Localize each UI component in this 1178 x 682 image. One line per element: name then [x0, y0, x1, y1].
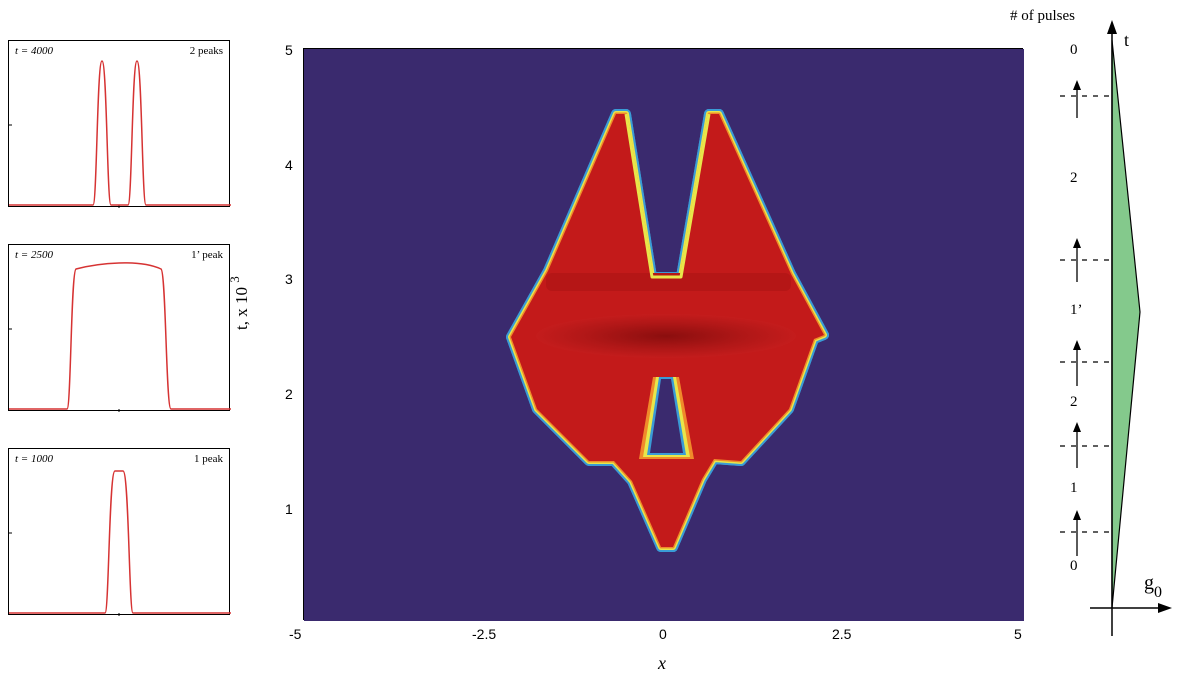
pulse-count-label: 2 [1070, 170, 1078, 186]
x-axis-label: x [658, 653, 666, 673]
main-heatmap [303, 48, 1024, 621]
x-tick-label: -5 [289, 626, 302, 642]
panel-peaks-label: 1 peak [193, 453, 223, 465]
g0-profile-fill [1111, 39, 1141, 609]
heatmap-region [506, 109, 829, 552]
y-tick-label: 5 [285, 42, 293, 58]
heatmap-band-top [546, 273, 791, 291]
pulse-count-label: 0 [1070, 42, 1078, 58]
t-axis-arrow [1107, 20, 1117, 34]
pulse-count-label: 0 [1070, 558, 1078, 574]
x-tick-label: 5 [1014, 626, 1022, 642]
panel-peaks-label: 2 peaks [189, 45, 223, 57]
heatmap-upper-notch [624, 113, 711, 279]
heatmap-canvas [304, 49, 1024, 621]
pulse-count-label: 2 [1070, 394, 1078, 410]
pulse-count-label: 1’ [1070, 302, 1083, 318]
y-tick-label: 3 [285, 271, 293, 287]
pulses-header: # of pulses [1010, 8, 1075, 24]
profile-plot-two-peaks [9, 60, 231, 208]
profile-panel-t1000: t = 1000 1 peak [8, 448, 231, 616]
pulse-boundary-arrowheads [1073, 80, 1081, 520]
pulse-boundary-markers [1060, 88, 1112, 556]
profile-panel-t2500: t = 2500 1’ peak [8, 244, 231, 412]
x-tick-label: -2.5 [472, 626, 497, 642]
profile-plot-one-peak [9, 470, 231, 616]
heatmap-core [536, 314, 796, 358]
profile-plot-one-prime-peak [9, 262, 231, 412]
y-axis-label-text: t, x 10 [232, 287, 251, 330]
g0-axis-arrow [1158, 603, 1172, 613]
x-tick-label: 2.5 [832, 626, 852, 642]
x-tick-label: 0 [659, 626, 667, 642]
panel-peaks-label: 1’ peak [191, 249, 223, 261]
y-tick-label: 1 [285, 501, 293, 517]
pulse-count-label: 1 [1070, 480, 1078, 496]
y-tick-label: 4 [285, 157, 293, 173]
g0-profile-plot [1060, 20, 1172, 636]
g0-axis-label: g0 [1144, 572, 1162, 601]
t-axis-label: t [1124, 30, 1130, 50]
panel-time-label: t = 1000 [15, 453, 53, 465]
panel-time-label: t = 4000 [15, 45, 53, 57]
profile-panel-t4000: t = 4000 2 peaks [8, 40, 231, 208]
panel-time-label: t = 2500 [15, 249, 53, 261]
y-tick-label: 2 [285, 386, 293, 402]
pulse-count-diagram: # of pulses t g0 0 2 1’ 2 1 0 [1010, 0, 1178, 682]
y-axis-label-exp: 3 [227, 276, 242, 283]
y-axis-label: t, x 10 3 [227, 276, 252, 330]
